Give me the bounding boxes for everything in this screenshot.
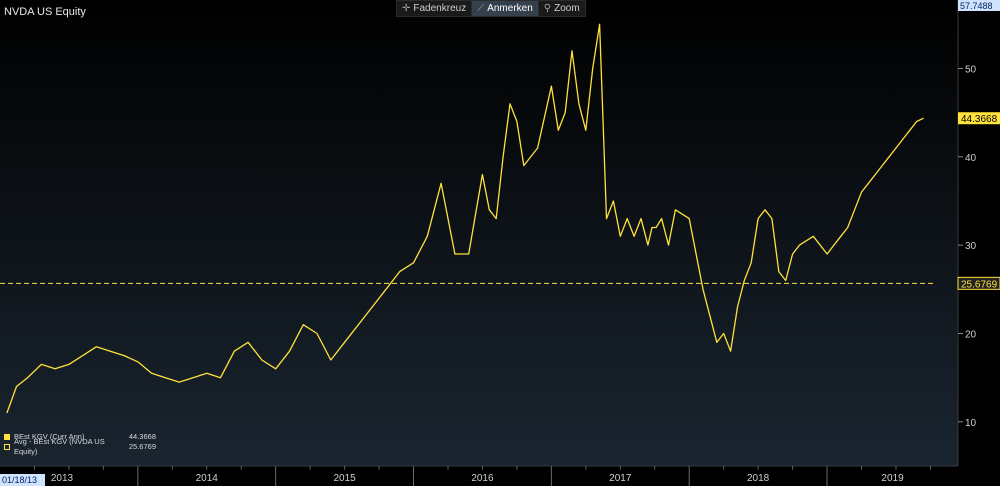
average-value-label: 25.6769 xyxy=(961,279,998,290)
last-value-label: 44.3668 xyxy=(961,114,998,125)
legend-swatch-solid xyxy=(4,434,10,440)
legend-label: Avg - BEst KGV (NVDA US Equity) xyxy=(14,437,105,456)
series-line-best-kgv xyxy=(6,23,924,414)
x-tick-label: 2013 xyxy=(51,473,74,484)
x-tick-label: 2015 xyxy=(333,473,356,484)
y-max-label-box xyxy=(958,0,1000,11)
y-max-label: 57.7488 xyxy=(960,1,993,11)
last-value-box xyxy=(958,112,1000,125)
legend-item: Avg - BEst KGV (NVDA US Equity) 25.6769 xyxy=(4,437,156,456)
marks-layer xyxy=(0,23,936,414)
x-tick-label: 2018 xyxy=(747,473,770,484)
y-tick-label: 20 xyxy=(965,329,977,340)
tool-crosshair-label: Fadenkreuz xyxy=(413,3,467,14)
y-tick-label: 10 xyxy=(965,418,977,429)
pencil-icon: ⟋ xyxy=(477,3,485,14)
legend: BEst KGV (Curr Ann) 44.3668 Avg - BEst K… xyxy=(4,432,156,456)
tool-crosshair[interactable]: ✛ Fadenkreuz xyxy=(397,1,473,16)
y-tick-label: 40 xyxy=(965,153,977,164)
crosshair-icon: ✛ xyxy=(402,3,411,14)
average-value-box xyxy=(957,276,1000,290)
legend-swatch-dashed xyxy=(4,444,10,450)
chart-toolbar: ✛ Fadenkreuz ⟋ Anmerken ⚲ Zoom xyxy=(396,0,586,17)
tool-annotate[interactable]: ⟋ Anmerken xyxy=(472,1,539,16)
y-tick-label: 30 xyxy=(965,241,977,252)
y-tick-label: 50 xyxy=(965,64,977,75)
x-tick-label: 2017 xyxy=(609,473,632,484)
chart-title: NVDA US Equity xyxy=(4,6,86,18)
x-tick-label: 2014 xyxy=(196,473,219,484)
legend-item: BEst KGV (Curr Ann) 44.3668 xyxy=(4,432,156,442)
start-date-box xyxy=(0,474,45,486)
x-axis-band xyxy=(0,466,1000,486)
plot-background xyxy=(0,0,958,466)
legend-value: 25.6769 xyxy=(128,442,156,451)
start-date-label: 01/18/13 xyxy=(2,475,37,485)
magnifier-icon: ⚲ xyxy=(543,3,552,14)
tool-zoom-label: Zoom xyxy=(554,3,580,14)
x-tick-label: 2016 xyxy=(471,473,494,484)
tool-zoom[interactable]: ⚲ Zoom xyxy=(539,1,585,16)
legend-value: 44.3668 xyxy=(128,432,156,441)
tool-annotate-label: Anmerken xyxy=(487,3,533,14)
legend-label: BEst KGV (Curr Ann) xyxy=(14,432,85,441)
x-tick-label: 2019 xyxy=(881,473,904,484)
